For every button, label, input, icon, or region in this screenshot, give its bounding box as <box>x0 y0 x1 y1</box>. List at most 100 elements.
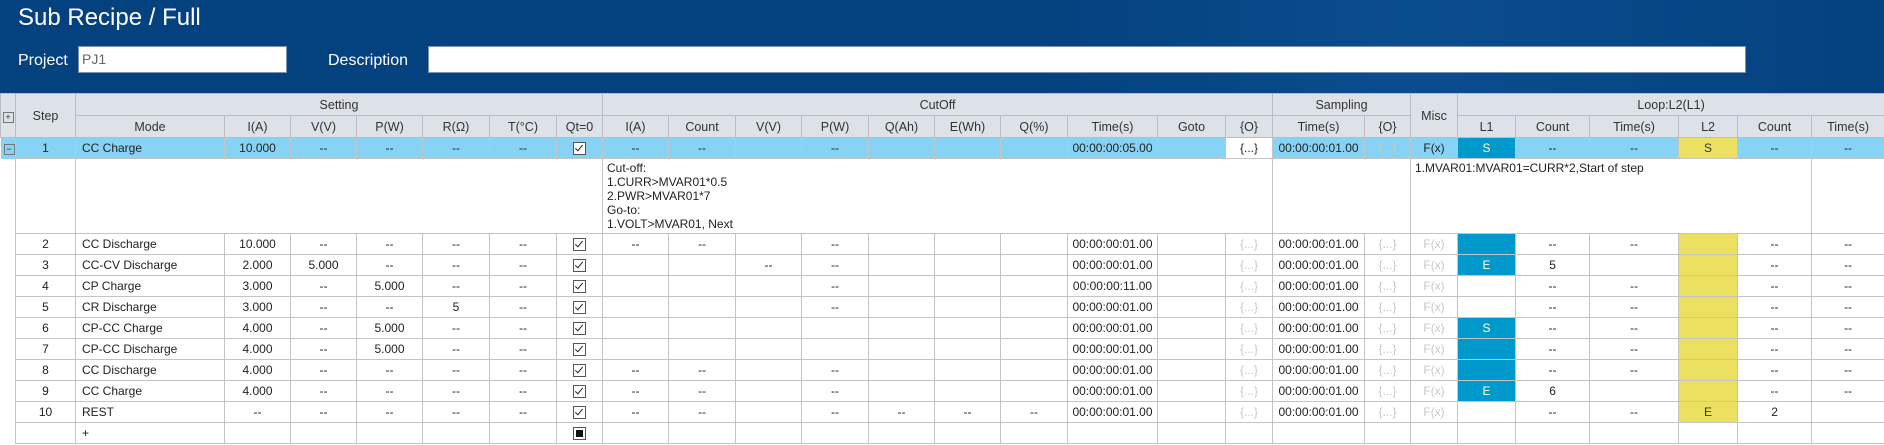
cutoff-cell[interactable] <box>735 401 802 423</box>
cutoff-cell[interactable]: -- <box>668 233 736 255</box>
cutoff-cell[interactable] <box>1000 359 1068 381</box>
sampling-time-cell[interactable]: 00:00:00:01.00 <box>1272 317 1366 339</box>
qt-zero-checkbox[interactable] <box>573 364 586 378</box>
empty-cell[interactable] <box>1410 422 1459 444</box>
qt-zero-checkbox[interactable] <box>573 280 586 294</box>
cutoff-cell[interactable] <box>1000 338 1068 360</box>
setting-cell[interactable]: -- <box>290 359 357 381</box>
loop1-count[interactable]: 6 <box>1515 380 1591 402</box>
setting-cell[interactable]: 4.000 <box>224 317 291 339</box>
misc-function-button[interactable]: F(x) <box>1410 359 1459 381</box>
loop1-time[interactable]: -- <box>1589 275 1680 297</box>
loop1-marker[interactable]: E <box>1457 380 1517 402</box>
qt-zero-cell[interactable] <box>556 422 603 444</box>
loop1-time[interactable] <box>1589 380 1680 402</box>
setting-cell[interactable]: 3.000 <box>224 296 291 318</box>
setting-cell[interactable] <box>290 422 357 444</box>
mode-cell[interactable]: CP-CC Discharge <box>75 338 225 360</box>
loop2-marker[interactable] <box>1678 359 1739 381</box>
qt-zero-cell[interactable] <box>556 254 603 276</box>
cutoff-cell[interactable] <box>934 338 1001 360</box>
cutoff-cell[interactable] <box>868 137 935 159</box>
empty-cell[interactable] <box>1811 422 1884 444</box>
cutoff-cell[interactable] <box>735 296 802 318</box>
cutoff-cell[interactable] <box>735 137 802 159</box>
setting-cell[interactable]: -- <box>356 254 423 276</box>
setting-cell[interactable]: 5.000 <box>356 317 423 339</box>
cutoff-cell[interactable] <box>1157 275 1226 297</box>
cutoff-cell[interactable] <box>1000 275 1068 297</box>
cutoff-cell[interactable] <box>1157 317 1226 339</box>
cutoff-cell[interactable] <box>1000 137 1068 159</box>
cutoff-cell[interactable] <box>934 380 1001 402</box>
qt-zero-cell[interactable] <box>556 401 603 423</box>
loop1-time[interactable]: -- <box>1589 317 1680 339</box>
cutoff-cell[interactable] <box>1157 380 1226 402</box>
cutoff-cell[interactable]: -- <box>735 254 802 276</box>
empty-cell[interactable] <box>1272 422 1366 444</box>
qt-zero-checkbox[interactable] <box>573 343 586 357</box>
setting-cell[interactable]: -- <box>489 137 557 159</box>
loop2-marker[interactable] <box>1678 338 1739 360</box>
qt-zero-cell[interactable] <box>556 380 603 402</box>
cutoff-options-button[interactable]: {...} <box>1224 338 1274 360</box>
step-row[interactable]: 9 CC Charge 4.000 -- -- -- -- -- -- -- 00:00:00:01… <box>0 380 1884 402</box>
step-row[interactable]: 3 CC-CV Discharge 2.000 5.000 -- -- -- -- -- 00:0… <box>0 254 1884 276</box>
loop2-time[interactable]: -- <box>1811 317 1884 339</box>
cutoff-cell[interactable]: -- <box>602 401 669 423</box>
setting-cell[interactable]: 4.000 <box>224 359 291 381</box>
cutoff-cell[interactable] <box>668 338 736 360</box>
qt-zero-cell[interactable] <box>556 137 603 159</box>
empty-cell[interactable] <box>1589 422 1680 444</box>
cutoff-cell[interactable] <box>868 254 935 276</box>
empty-cell[interactable] <box>1515 422 1591 444</box>
setting-cell[interactable]: 5 <box>422 296 490 318</box>
cutoff-cell[interactable] <box>801 338 869 360</box>
sampling-options-button[interactable]: {...} <box>1364 317 1412 339</box>
setting-cell[interactable]: -- <box>422 338 490 360</box>
cutoff-cell[interactable] <box>1000 380 1068 402</box>
sampling-options-button[interactable]: {...} <box>1364 359 1412 381</box>
cutoff-cell[interactable] <box>1000 233 1068 255</box>
setting-cell[interactable]: -- <box>356 137 423 159</box>
cutoff-cell[interactable] <box>735 359 802 381</box>
loop2-time[interactable]: -- <box>1811 275 1884 297</box>
cutoff-options-button[interactable]: {...} <box>1224 275 1274 297</box>
setting-cell[interactable]: -- <box>489 338 557 360</box>
sampling-options-button[interactable]: {...} <box>1364 254 1412 276</box>
cutoff-cell[interactable]: -- <box>801 401 869 423</box>
loop2-count[interactable]: -- <box>1737 338 1813 360</box>
cutoff-cell[interactable] <box>868 359 935 381</box>
cutoff-cell[interactable]: -- <box>801 296 869 318</box>
cutoff-cell[interactable]: -- <box>801 233 869 255</box>
setting-cell[interactable]: -- <box>356 380 423 402</box>
setting-cell[interactable]: -- <box>422 380 490 402</box>
empty-cell[interactable] <box>1678 422 1739 444</box>
loop2-marker[interactable]: E <box>1678 401 1739 423</box>
setting-cell[interactable]: 5.000 <box>356 338 423 360</box>
setting-cell[interactable]: -- <box>489 359 557 381</box>
step-row[interactable]: 10 REST -- -- -- -- -- -- -- -- -- -- -- 00:00:00:01.… <box>0 401 1884 423</box>
cutoff-cell[interactable] <box>602 254 669 276</box>
cutoff-cell[interactable] <box>934 137 1001 159</box>
cutoff-cell[interactable] <box>868 296 935 318</box>
empty-cell[interactable] <box>1000 422 1068 444</box>
mode-cell[interactable]: CC Discharge <box>75 359 225 381</box>
empty-cell[interactable] <box>1067 422 1158 444</box>
sampling-time-cell[interactable]: 00:00:00:01.00 <box>1272 401 1366 423</box>
setting-cell[interactable]: -- <box>422 401 490 423</box>
mode-cell[interactable]: CC-CV Discharge <box>75 254 225 276</box>
mode-cell[interactable]: CC Discharge <box>75 233 225 255</box>
expand-toggle[interactable]: − <box>0 137 16 159</box>
loop1-count[interactable]: -- <box>1515 359 1591 381</box>
setting-cell[interactable]: 5.000 <box>356 275 423 297</box>
loop2-count[interactable]: -- <box>1737 317 1813 339</box>
empty-cell[interactable] <box>1364 422 1412 444</box>
setting-cell[interactable]: -- <box>356 401 423 423</box>
loop2-count[interactable]: -- <box>1737 254 1813 276</box>
cutoff-cell[interactable] <box>668 296 736 318</box>
setting-cell[interactable]: 2.000 <box>224 254 291 276</box>
setting-cell[interactable]: -- <box>290 338 357 360</box>
qt-zero-checkbox[interactable] <box>573 301 586 315</box>
cutoff-cell[interactable] <box>934 317 1001 339</box>
